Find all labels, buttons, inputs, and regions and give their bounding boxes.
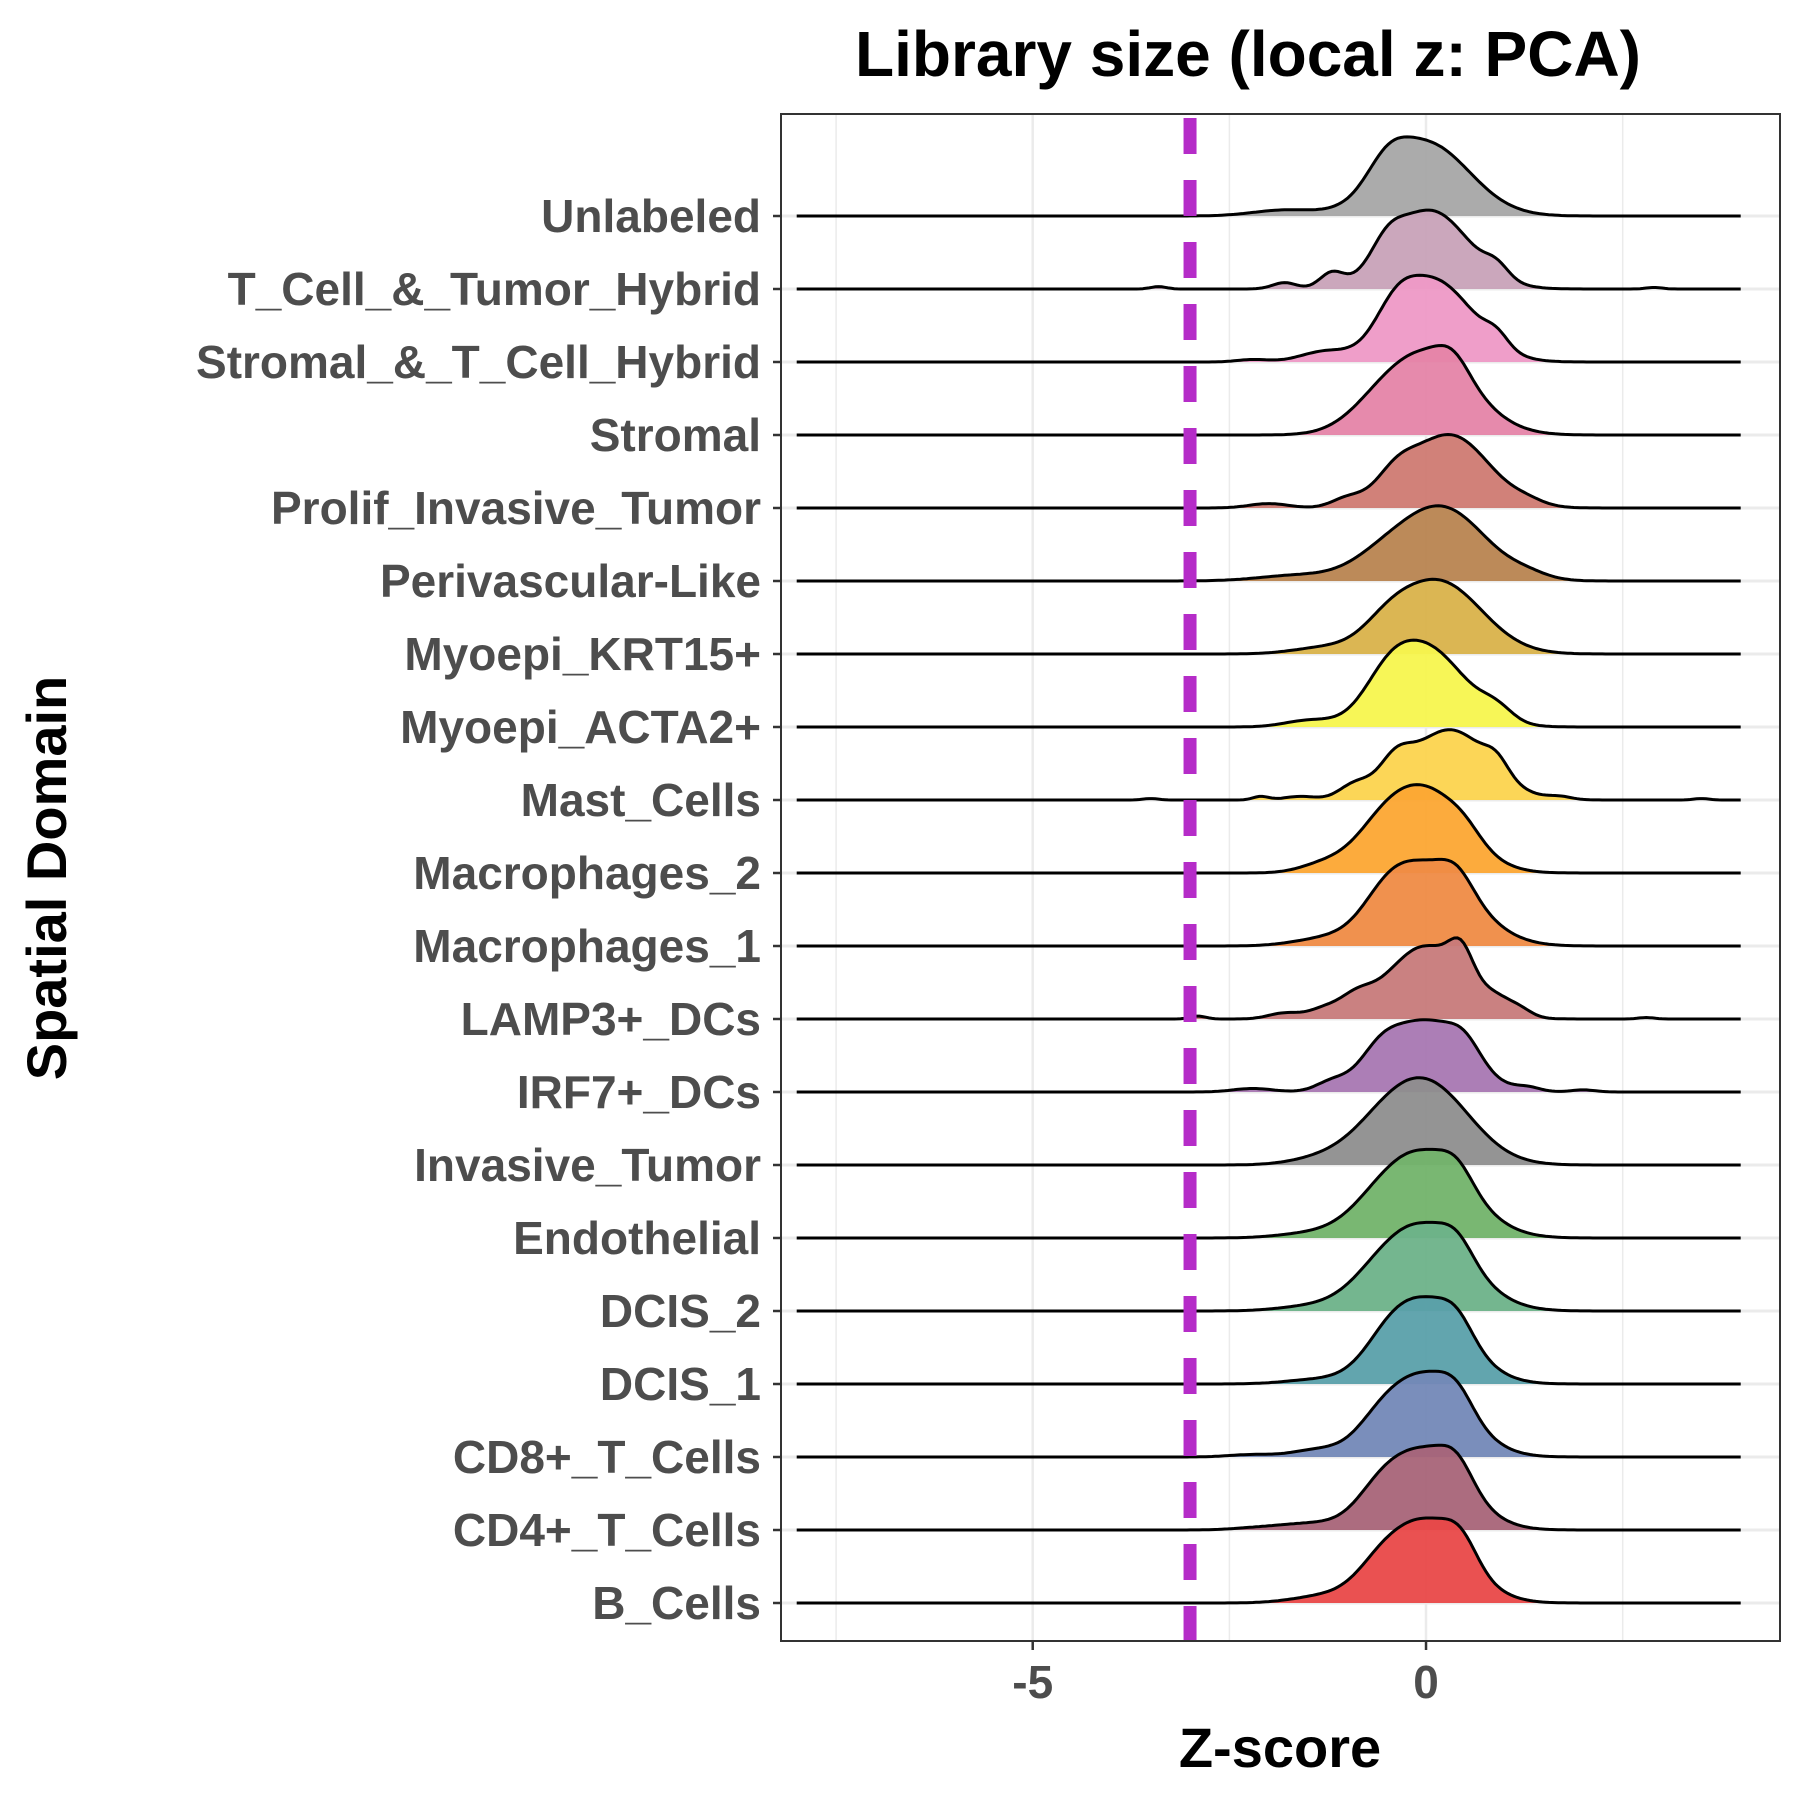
ridge-Unlabeled <box>796 135 1741 218</box>
ridge-Stromal <box>796 343 1741 437</box>
y-tick-label: DCIS_1 <box>600 1358 761 1410</box>
y-tick-label: CD8+_T_Cells <box>453 1431 761 1483</box>
ridge-fill <box>796 275 1741 362</box>
ridge-outline <box>796 273 1741 364</box>
y-tick-label: T_Cell_&_Tumor_Hybrid <box>228 263 761 315</box>
ridge-CD8+_T_Cells <box>796 1369 1741 1459</box>
y-tick-label: Perivascular-Like <box>380 555 761 607</box>
y-axis-title: Spatial Domain <box>15 676 78 1081</box>
ridge-outline <box>796 783 1741 875</box>
ridge-CD4+_T_Cells <box>796 1443 1741 1532</box>
chart-title: Library size (local z: PCA) <box>855 18 1641 90</box>
ridge-B_Cells <box>796 1516 1741 1605</box>
ridge-Prolif_Invasive_Tumor <box>796 432 1741 510</box>
ridge-outline <box>796 728 1741 802</box>
ridge-LAMP3+_DCs <box>796 936 1741 1021</box>
ridge-Perivascular-Like <box>796 504 1741 583</box>
ridge-outline <box>796 1443 1741 1532</box>
y-tick-label: Myoepi_ACTA2+ <box>400 701 761 753</box>
ridge-outline <box>796 1220 1741 1313</box>
y-tick-label: Macrophages_1 <box>413 920 761 972</box>
x-tick-label: 0 <box>1413 1656 1439 1708</box>
x-axis-title: Z-score <box>1179 1716 1381 1779</box>
y-tick-label: LAMP3+_DCs <box>461 993 761 1045</box>
y-tick-label: Stromal_&_T_Cell_Hybrid <box>196 336 761 388</box>
ridge-fill <box>796 505 1741 581</box>
ridge-outline <box>796 1369 1741 1459</box>
y-axis-ticks: Unlabeled T_Cell_&_Tumor_Hybrid Stromal_&_… <box>196 190 781 1629</box>
ridges <box>796 135 1741 1605</box>
ridge-Stromal_&_T_Cell_Hybrid <box>796 273 1741 364</box>
y-tick-label: Prolif_Invasive_Tumor <box>271 482 761 534</box>
ridge-Mast_Cells <box>796 728 1741 802</box>
y-tick-label: B_Cells <box>592 1577 761 1629</box>
y-tick-label: Myoepi_KRT15+ <box>404 628 761 680</box>
y-tick-label: Stromal <box>590 409 761 461</box>
ridge-Macrophages_2 <box>796 783 1741 875</box>
x-tick-label: -5 <box>1012 1656 1053 1708</box>
ridge-outline <box>796 432 1741 510</box>
ridge-Myoepi_KRT15+ <box>796 577 1741 656</box>
ridge-outline <box>796 504 1741 583</box>
y-tick-label: CD4+_T_Cells <box>453 1504 761 1556</box>
ridge-outline <box>796 1018 1741 1094</box>
ridge-fill <box>796 937 1741 1019</box>
ridge-outline <box>796 1295 1741 1386</box>
plot-border <box>780 113 1781 1642</box>
x-axis-ticks: -5 0 <box>1012 1641 1439 1708</box>
y-tick-label: Invasive_Tumor <box>414 1139 761 1191</box>
ridge-outline <box>796 857 1741 948</box>
ridge-outline <box>796 1147 1741 1240</box>
ridge-T_Cell_&_Tumor_Hybrid <box>796 208 1741 291</box>
ridge-fill <box>796 729 1741 800</box>
ridge-Myoepi_ACTA2+ <box>796 638 1741 729</box>
y-tick-label: DCIS_2 <box>600 1285 761 1337</box>
ridge-outline <box>796 1076 1741 1167</box>
ridge-IRF7+_DCs <box>796 1018 1741 1094</box>
ridge-outline <box>796 343 1741 437</box>
y-tick-label: IRF7+_DCs <box>517 1066 761 1118</box>
ridge-Endothelial <box>796 1147 1741 1240</box>
ridge-fill <box>796 434 1741 508</box>
ridge-outline <box>796 577 1741 656</box>
ridge-DCIS_2 <box>796 1220 1741 1313</box>
y-tick-label: Endothelial <box>513 1212 761 1264</box>
ridge-fill <box>796 210 1741 289</box>
ridge-outline <box>796 135 1741 218</box>
y-tick-label: Mast_Cells <box>521 774 761 826</box>
ridge-outline <box>796 1516 1741 1605</box>
y-tick-label: Macrophages_2 <box>413 847 761 899</box>
ridge-outline <box>796 638 1741 729</box>
ridge-outline <box>796 936 1741 1021</box>
ridge-Invasive_Tumor <box>796 1076 1741 1167</box>
ridge-DCIS_1 <box>796 1295 1741 1386</box>
ridge-Macrophages_1 <box>796 857 1741 948</box>
ridge-fill <box>796 579 1741 654</box>
ridge-outline <box>796 208 1741 291</box>
y-tick-label: Unlabeled <box>541 190 761 242</box>
